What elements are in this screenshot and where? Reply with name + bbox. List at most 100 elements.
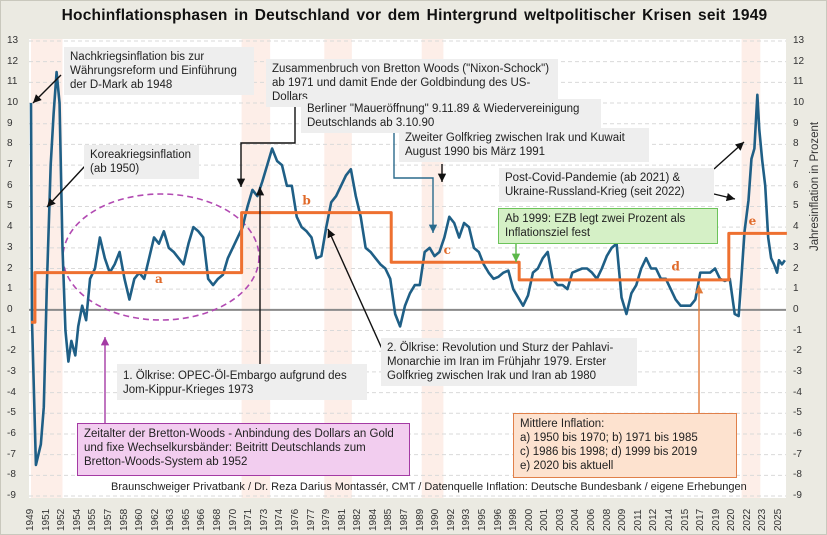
- annotation-covid: Post-Covid-Pandemie (ab 2021) & Ukraine-…: [499, 168, 714, 202]
- annotation-oel2: 2. Ölkrise: Revolution und Sturz der Pah…: [381, 338, 637, 386]
- x-tick-label: 1990: [430, 508, 442, 531]
- y-tick-label: 3: [7, 241, 13, 253]
- x-tick-label: 2004: [570, 508, 582, 531]
- annotation-korea: Koreakriegsinflation (ab 1950): [84, 145, 199, 179]
- y-tick-label: 4: [793, 221, 799, 233]
- x-tick-label: 1966: [196, 508, 208, 531]
- x-tick-label: 1992: [445, 508, 457, 531]
- annotation-ezb: Ab 1999: EZB legt zwei Prozent als Infla…: [498, 208, 718, 244]
- x-tick-label: 1974: [274, 508, 286, 531]
- y-tick-label: 10: [793, 97, 805, 109]
- annotation-mittlere: Mittlere Inflation: a) 1950 bis 1970; b)…: [513, 413, 737, 478]
- inflation-line: [29, 70, 786, 467]
- y-tick-label: 12: [7, 55, 19, 67]
- y-tick-label: -4: [793, 386, 802, 398]
- y-tick-label: -4: [7, 386, 16, 398]
- arrow-covid-peak: [713, 141, 745, 170]
- x-tick-label: 1957: [102, 508, 114, 531]
- x-tick-label: 2003: [554, 508, 566, 531]
- y-tick-label: 6: [793, 179, 799, 191]
- y-tick-label: 11: [793, 76, 804, 88]
- x-tick-label: 2009: [617, 508, 629, 531]
- y-tick-label: 12: [793, 55, 805, 67]
- y-tick-label: 6: [7, 179, 13, 191]
- chart-title: Hochinflationsphasen in Deutschland vor …: [61, 7, 768, 24]
- x-tick-label: 1993: [461, 508, 473, 531]
- x-tick-label: 2022: [741, 508, 753, 531]
- y-tick-label: 1: [793, 283, 799, 295]
- x-tick-label: 2019: [710, 508, 722, 531]
- x-tick-label: 1970: [227, 508, 239, 531]
- x-tick-label: 1984: [367, 508, 379, 531]
- period-label-e: e: [749, 214, 757, 228]
- y-tick-label: 0: [7, 303, 13, 315]
- y-tick-label: 13: [7, 35, 19, 46]
- y-tick-label: 2: [7, 262, 13, 274]
- arrow-nachkrieg: [32, 74, 62, 104]
- y-tick-label: 3: [793, 241, 799, 253]
- x-tick-label: 1968: [212, 508, 223, 531]
- x-tick-label: 2015: [679, 508, 691, 531]
- x-tick-label: 1958: [118, 508, 130, 531]
- y-tick-label: -1: [7, 324, 16, 336]
- x-tick-label: 1960: [134, 508, 146, 531]
- x-tick-label: 2000: [523, 508, 535, 531]
- x-tick-label: 1973: [258, 508, 270, 531]
- y-axis-title: Jahresinflation in Prozent: [809, 121, 821, 251]
- y-tick-label: 2: [793, 262, 799, 274]
- y-tick-label: 8: [793, 138, 799, 150]
- period-label-c: c: [444, 243, 451, 257]
- y-tick-label: 11: [7, 76, 18, 88]
- y-tick-label: -9: [7, 490, 16, 501]
- x-tick-label: 1989: [414, 508, 426, 531]
- y-tick-label: 0: [793, 303, 799, 315]
- y-tick-label: -5: [7, 407, 16, 419]
- x-tick-label: 2023: [757, 508, 769, 531]
- mittlere-line: a) 1950 bis 1970; b) 1971 bis 1985: [520, 432, 698, 444]
- x-tick-label: 1982: [352, 508, 364, 531]
- y-tick-label: 7: [793, 159, 799, 171]
- x-tick-label: 2014: [663, 508, 675, 531]
- x-tick-label: 2011: [632, 509, 644, 531]
- x-tick-label: 1951: [40, 508, 52, 531]
- x-tick-label: 1962: [149, 508, 161, 531]
- x-tick-label: 1976: [289, 508, 301, 531]
- x-tick-label: 1985: [383, 508, 395, 531]
- y-tick-label: -1: [793, 324, 802, 336]
- y-tick-label: -8: [7, 469, 16, 481]
- annotation-golf2: Zweiter Golfkrieg zwischen Irak und Kuwa…: [399, 128, 649, 162]
- x-tick-label: 2012: [648, 508, 660, 531]
- y-tick-label: -7: [7, 448, 16, 460]
- x-tick-label: 1952: [56, 508, 68, 531]
- y-tick-label: -9: [793, 490, 802, 501]
- y-tick-label: 10: [7, 97, 19, 109]
- annotation-bretton: Zeitalter der Bretton-Woods - Anbindung …: [77, 423, 410, 476]
- period-label-b: b: [302, 193, 310, 207]
- mittlere-line: e) 2020 bis aktuell: [520, 460, 614, 472]
- y-tick-label: -3: [7, 365, 16, 377]
- y-tick-label: 7: [7, 159, 13, 171]
- arrow-oel2: [327, 228, 384, 352]
- y-tick-label: 5: [7, 200, 13, 212]
- mean-inflation-line: [31, 211, 787, 324]
- y-tick-label: -3: [793, 365, 802, 377]
- annotation-nachkrieg: Nachkriegsinflation bis zur Währungsrefo…: [64, 47, 254, 95]
- period-label-d: d: [671, 260, 680, 274]
- arrow-mauer: [393, 118, 438, 233]
- x-tick-label: 2025: [773, 508, 784, 531]
- y-tick-label: 5: [793, 200, 799, 212]
- mittlere-title: Mittlere Inflation:: [520, 418, 605, 430]
- x-tick-label: 2017: [695, 508, 707, 531]
- y-tick-label: 13: [793, 35, 805, 46]
- y-tick-label: -8: [793, 469, 802, 481]
- x-tick-label: 2001: [539, 508, 551, 531]
- period-label-a: a: [155, 272, 163, 286]
- y-tick-label: -2: [793, 345, 802, 357]
- y-tick-label: -5: [793, 407, 802, 419]
- x-tick-label: 1954: [71, 508, 83, 531]
- y-tick-label: 1: [7, 283, 13, 295]
- x-tick-label: 1996: [492, 508, 504, 531]
- x-tick-label: 1955: [87, 508, 99, 531]
- x-tick-label: 1965: [180, 508, 192, 531]
- arrow-covid-rise: [713, 192, 736, 202]
